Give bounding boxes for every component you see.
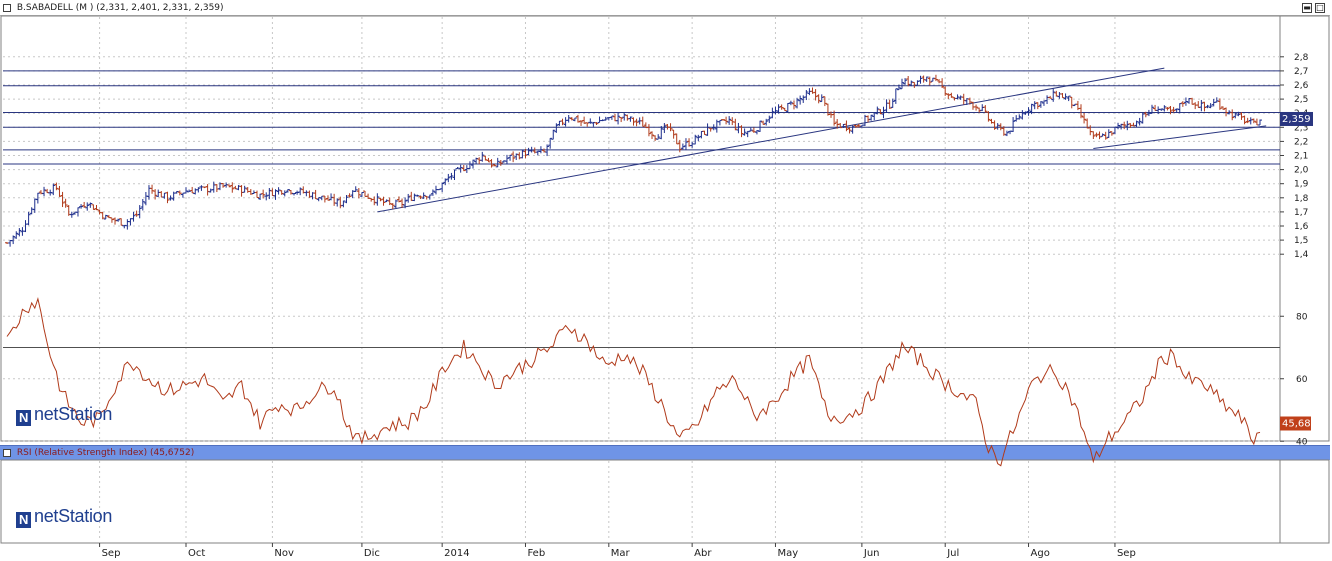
x-tick-label-jul: Jul [946, 548, 959, 559]
last-rsi-label: 45,68 [1282, 419, 1311, 430]
netstation-logo-text: netStation [34, 404, 113, 424]
rsi-panel-menu-icon[interactable] [3, 448, 11, 457]
rsi-y-tick-label: 80 [1296, 312, 1308, 322]
y-tick-label: 1,6 [1294, 222, 1309, 232]
x-tick-label-mar: Mar [611, 548, 631, 559]
x-tick-label-may: May [777, 548, 798, 559]
last-price-tag [1280, 111, 1313, 126]
x-tick-label-oct: Oct [188, 548, 205, 559]
x-tick-label-abr: Abr [694, 548, 712, 559]
y-tick-label: 2,1 [1294, 152, 1308, 162]
y-tick-label: 2,5 [1294, 95, 1308, 105]
rsi-panel-title: RSI (Relative Strength Index) (45,6752) [16, 448, 195, 458]
rsi-line [6, 297, 1261, 467]
y-tick-label: 1,9 [1294, 180, 1309, 190]
y-tick-label: 1,8 [1294, 194, 1309, 204]
y-tick-label: 2,3 [1294, 123, 1308, 133]
ohlc-series [5, 74, 1262, 247]
netstation-logo-rsi-text: netStation [34, 506, 113, 526]
trendline[interactable] [1093, 125, 1267, 149]
x-tick-label-2014: 2014 [444, 548, 469, 559]
x-tick-label-ago: Ago [1031, 548, 1050, 559]
trendline[interactable] [377, 67, 1165, 213]
rsi-y-tick-label: 60 [1296, 375, 1308, 385]
y-tick-label: 2,8 [1294, 53, 1309, 63]
netstation-logo-rsi-icon: N [16, 512, 31, 528]
y-tick-label: 1,4 [1294, 250, 1309, 260]
price-panel [0, 15, 1330, 442]
rsi-panel [0, 459, 1330, 544]
last-rsi-tag [1280, 416, 1311, 431]
y-tick-label: 2,2 [1294, 137, 1308, 147]
netstation-logo-icon: N [16, 410, 31, 426]
x-tick-label-feb: Feb [527, 548, 545, 559]
last-price-label: 2,359 [1282, 114, 1311, 125]
panel-menu-icon[interactable] [3, 3, 11, 12]
x-tick-label-nov: Nov [274, 548, 294, 559]
rsi-y-tick-label: 40 [1296, 437, 1308, 447]
rsi-panel-titlebar[interactable]: RSI (Relative Strength Index) (45,6752) [0, 445, 1330, 460]
price-panel-title: B.SABADELL (M ) (2,331, 2,401, 2,331, 2,… [16, 3, 224, 13]
x-tick-label-sep: Sep [102, 548, 121, 559]
x-tick-label-dic: Dic [364, 548, 380, 559]
x-tick-label-sep: Sep [1117, 548, 1136, 559]
x-tick-label-jun: Jun [863, 548, 880, 559]
maximize-button[interactable]: □ [1315, 3, 1325, 13]
y-tick-label: 2,7 [1294, 67, 1308, 77]
y-tick-label: 2,0 [1294, 166, 1309, 176]
y-tick-label: 1,5 [1294, 236, 1308, 246]
minimize-button[interactable]: ▬ [1302, 3, 1312, 13]
y-tick-label: 2,6 [1294, 81, 1309, 91]
y-tick-label: 1,7 [1294, 208, 1308, 218]
